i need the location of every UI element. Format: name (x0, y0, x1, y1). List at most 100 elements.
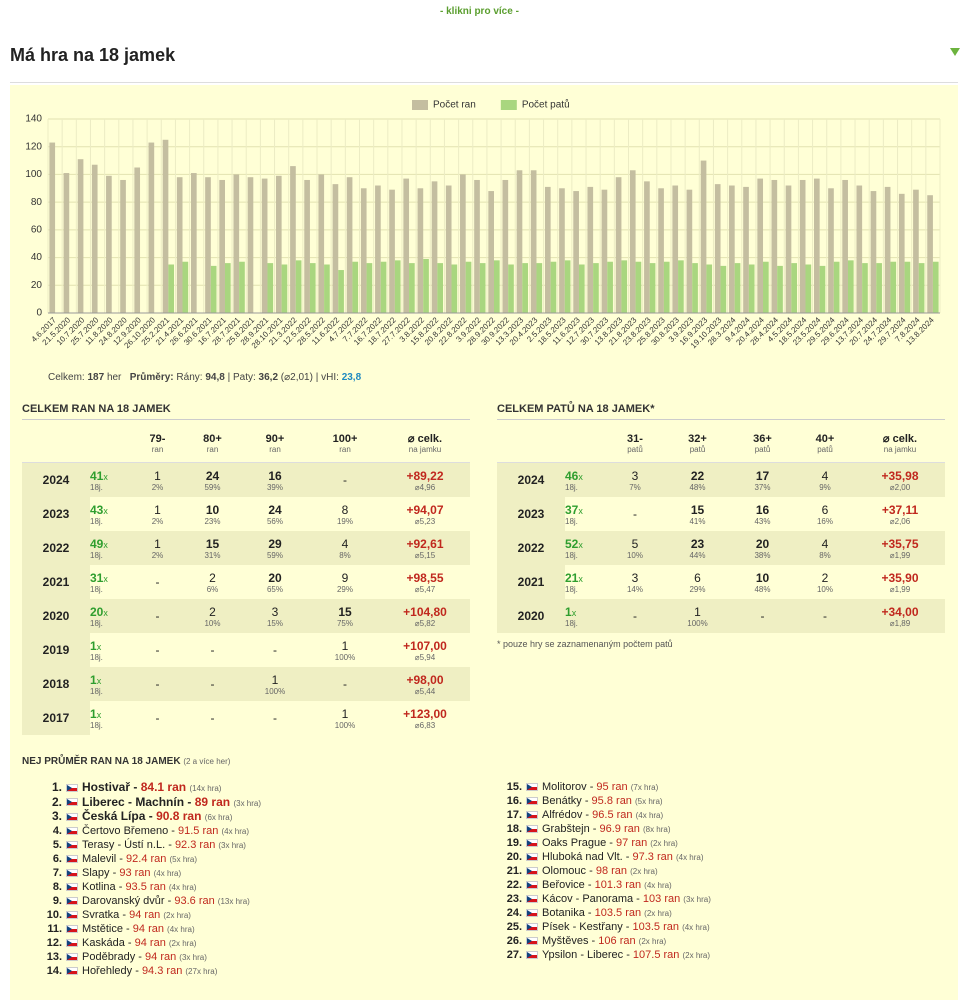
dash: - (112, 866, 117, 879)
header-sub: ran (339, 444, 351, 454)
collapse-toggle[interactable] (950, 48, 960, 56)
score: 90.8 (156, 809, 180, 823)
count-unit: x (103, 573, 108, 584)
more-link[interactable]: - klikni pro více - (440, 6, 519, 17)
list-item: 1. Hostivař - 84.1 ran (14x hra) (22, 780, 261, 795)
bar (706, 264, 713, 313)
count-sub: 18j. (90, 618, 103, 628)
cell: 10 23% (185, 497, 240, 531)
list-item: 26. Myštěves - 106 ran (2x hra) (482, 934, 711, 948)
games: (4x hra) (675, 853, 704, 862)
cell-value: 4 (821, 536, 829, 551)
bar (445, 185, 452, 313)
cell-value: 6 (821, 502, 829, 517)
cell-sub: 31% (204, 550, 221, 560)
cell: - (730, 599, 795, 633)
cell-value: 4 (341, 536, 349, 551)
flag (66, 952, 78, 961)
cell-value: 10 (755, 570, 770, 585)
list-item: 17. Alfrédov - 96.5 ran (4x hra) (482, 808, 711, 822)
cell: 1 100% (665, 599, 730, 633)
count-unit: x (103, 505, 108, 516)
section-title: NEJ PRŮMĚR RAN NA 18 JAMEK (22, 756, 181, 767)
cell-sub: 100% (687, 618, 708, 628)
cell: 4 8% (310, 531, 380, 565)
bar (77, 159, 84, 313)
list-item: 9. Darovanský dvůr - 93.6 ran (13x hra) (22, 894, 261, 908)
bar (544, 186, 551, 313)
cell: 4 9% (795, 462, 855, 497)
games: (2x hra) (163, 910, 191, 920)
count-sub: 18j. (565, 550, 578, 560)
dash: - (148, 809, 153, 823)
name: Grabštejn (542, 823, 590, 835)
score: 94 (145, 950, 158, 963)
bar (360, 188, 367, 313)
table-row: 2022 49x 18j. 1 2% 15 31% 29 59% 4 8% +92,61 ⌀5,15 (22, 531, 470, 565)
rank: 11. (47, 922, 62, 935)
cell-value: 3 (631, 468, 639, 483)
cell: 1 100% (310, 701, 380, 735)
list-item: 6. Malevil - 92.4 ran (5x hra) (22, 852, 261, 866)
y-tick-label: 40 (31, 252, 43, 263)
bar (635, 261, 642, 313)
cell-sub: 48% (754, 584, 771, 594)
cell: - (130, 599, 185, 633)
flag (66, 783, 78, 792)
header-text: 40+ (815, 432, 835, 445)
label: Průměry: (129, 372, 174, 383)
bar (672, 185, 679, 313)
unit: ran (625, 879, 642, 891)
cell-sub: 37% (754, 482, 771, 492)
rank: 26. (506, 935, 522, 947)
total: +107,00 (403, 638, 447, 653)
bar (700, 160, 707, 313)
name: Molitorov (542, 781, 587, 793)
bar (247, 177, 254, 313)
cell: 2 10% (795, 565, 855, 599)
list-item: 16. Benátky - 95.8 ran (5x hra) (482, 794, 711, 808)
count-unit: x (96, 675, 102, 686)
rank: 5. (52, 838, 62, 851)
cell-sub: 8% (339, 550, 351, 560)
year: 2021 (497, 565, 565, 599)
cell: 15 75% (310, 599, 380, 633)
bar (678, 260, 684, 313)
cell-sub: 2% (151, 516, 164, 526)
cell-value: - (155, 643, 160, 657)
y-tick-label: 140 (25, 114, 42, 125)
section-title: CELKEM RAN NA 18 JAMEK (22, 403, 470, 420)
bar (508, 264, 514, 313)
cell: - (310, 462, 380, 497)
table: 31- patů 32+ patů 36+ patů 40+ patů ⌀ celk. na ja… (497, 424, 945, 633)
cell-sub: 14% (626, 584, 643, 594)
cell: 16 43% (730, 497, 795, 531)
bar (423, 258, 429, 313)
name: Písek - Kestřany (542, 921, 623, 933)
table-row: 2021 31x 18j. -2 6% 20 65% 9 29% +98,55 ⌀5,47 (22, 565, 470, 599)
name: Poděbrady (82, 950, 136, 963)
list-item: 4. Čertovo Břemeno - 91.5 ran (4x hra) (22, 824, 261, 838)
cell: 3 14% (605, 565, 665, 599)
bar (437, 263, 444, 313)
bar (394, 260, 401, 313)
total-cell: +98,00 ⌀5,44 (380, 667, 470, 701)
unit: ran (198, 894, 215, 907)
bar (842, 179, 848, 313)
cell: 24 59% (185, 462, 240, 497)
header-row: 31- patů 32+ patů 36+ patů 40+ patů ⌀ celk. na ja… (497, 424, 945, 463)
cell-sub: 2% (151, 550, 164, 560)
header-cell: ⌀ celk. na jamku (380, 424, 470, 463)
cell-value: 15 (205, 536, 220, 551)
rank: 15. (506, 781, 522, 793)
games: (3x hra) (233, 798, 262, 808)
cell: 29 59% (240, 531, 310, 565)
table-row: 2023 37x 18j. -15 41% 16 43% 6 16% +37,11 ⌀2,06 (497, 497, 945, 531)
cell-value: 2 (209, 604, 216, 619)
cell: 22 48% (665, 462, 730, 497)
cell: 6 16% (795, 497, 855, 531)
bar (431, 181, 438, 313)
games: (27x hra) (185, 966, 218, 976)
bar (813, 178, 820, 313)
cell: 3 7% (605, 462, 665, 497)
